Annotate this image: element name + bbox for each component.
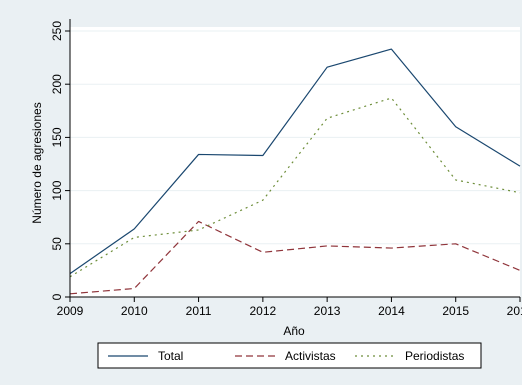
legend: Total Activistas Periodistas (97, 342, 482, 369)
x-tick-label: 2013 (314, 304, 341, 318)
series-lines (69, 48, 521, 295)
x-tick-label: 2012 (250, 304, 277, 318)
plot-area (70, 27, 520, 297)
x-axis-title: Año (283, 324, 305, 338)
y-tick-label: 250 (50, 21, 64, 41)
y-tick-label: 0 (50, 293, 64, 300)
x-tick-label: 2016 (507, 304, 522, 318)
x-tick-label: 2010 (121, 304, 148, 318)
x-tick-label: 2014 (378, 304, 405, 318)
legend-label-periodistas: Periodistas (405, 349, 464, 363)
legend-box (97, 342, 482, 369)
y-tick-label: 150 (50, 127, 64, 147)
legend-label-activistas: Activistas (285, 349, 336, 363)
legend-label-total: Total (158, 349, 183, 363)
y-tick-label: 50 (50, 237, 64, 251)
series-line-total (69, 48, 521, 275)
series-line-periodistas (69, 97, 521, 278)
series-line-activistas (69, 220, 521, 295)
y-axis-title: Número de agresiones (30, 102, 44, 223)
x-tick-label: 2015 (442, 304, 469, 318)
axes (65, 19, 521, 302)
tick-labels: 0 50 100 150 200 250 2009 2010 2011 2012 2013 2014 2… (50, 21, 522, 318)
y-tick-label: 100 (50, 180, 64, 200)
x-tick-label: 2009 (57, 304, 84, 318)
y-tick-label: 200 (50, 74, 64, 94)
x-tick-label: 2011 (186, 304, 212, 318)
